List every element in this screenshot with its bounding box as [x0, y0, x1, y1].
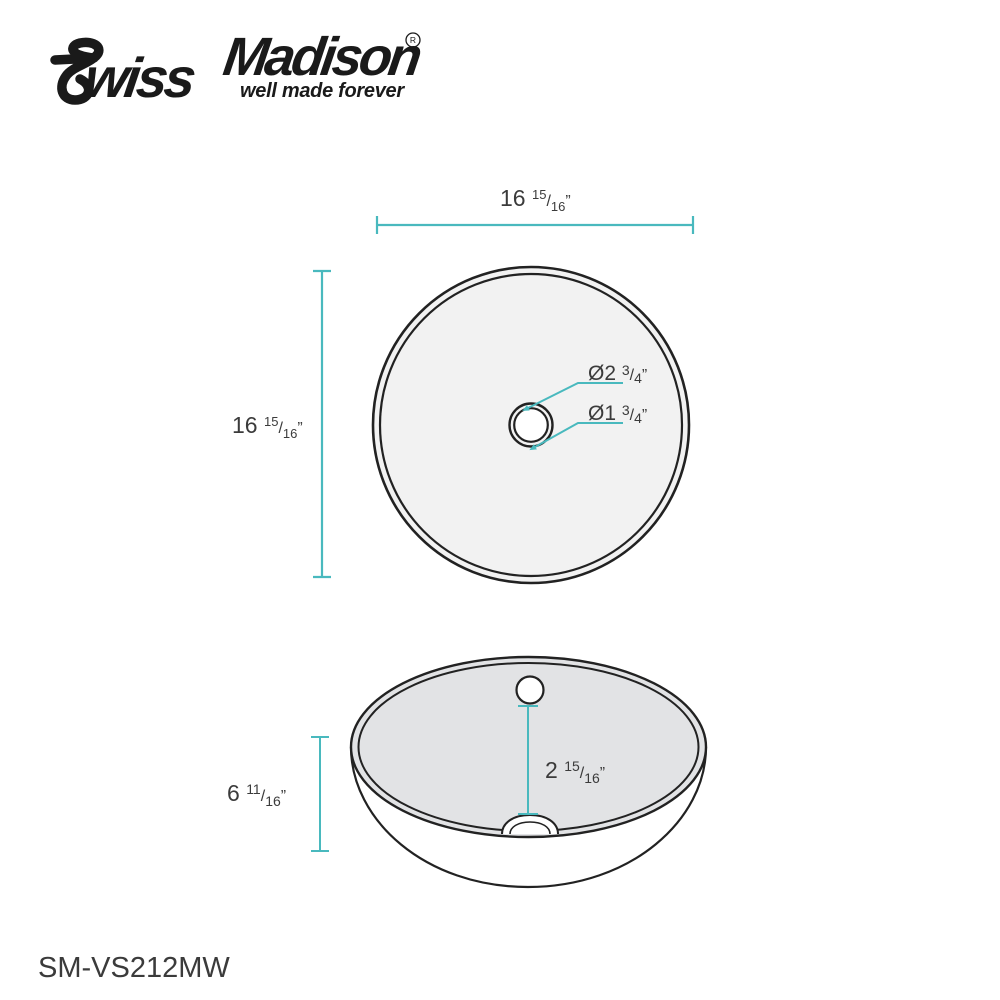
- svg-text:well made forever: well made forever: [240, 80, 405, 102]
- svg-text:6 11/16”: 6 11/16”: [227, 780, 286, 809]
- svg-text:wiss: wiss: [81, 46, 199, 109]
- svg-text:R: R: [410, 35, 416, 45]
- svg-text:16 15/16”: 16 15/16”: [500, 185, 571, 214]
- svg-text:SM-VS212MW: SM-VS212MW: [38, 952, 230, 984]
- svg-text:Madison: Madison: [220, 27, 424, 87]
- svg-text:16 15/16”: 16 15/16”: [232, 412, 303, 441]
